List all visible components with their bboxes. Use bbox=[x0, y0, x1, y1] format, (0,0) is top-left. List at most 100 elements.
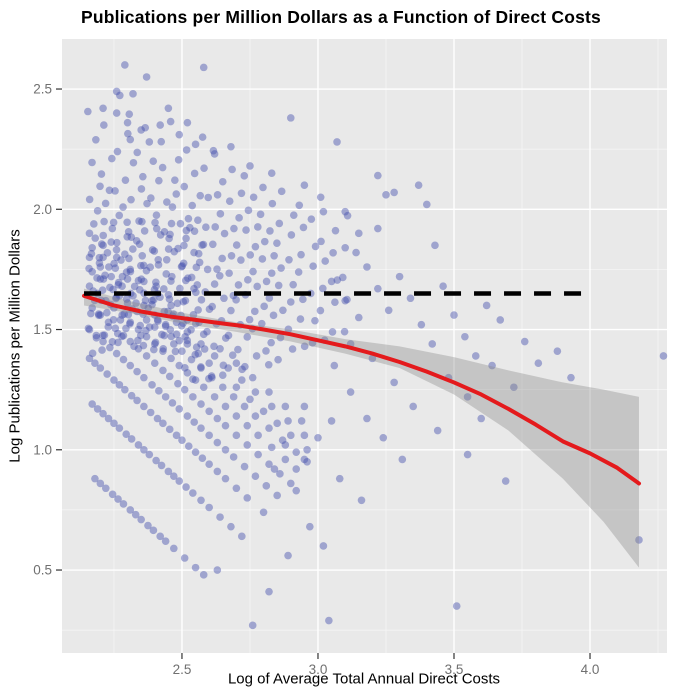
scatter-point bbox=[242, 226, 250, 234]
scatter-point bbox=[118, 272, 127, 281]
scatter-point bbox=[159, 344, 168, 353]
scatter-point bbox=[194, 249, 203, 258]
scatter-point bbox=[237, 189, 246, 198]
scatter-point bbox=[254, 431, 262, 440]
scatter-point bbox=[98, 346, 106, 354]
scatter-point bbox=[319, 542, 328, 550]
scatter-point bbox=[659, 352, 668, 360]
scatter-point bbox=[414, 181, 423, 190]
scatter-point bbox=[288, 345, 297, 353]
scatter-point bbox=[292, 465, 301, 473]
scatter-point bbox=[158, 163, 167, 172]
scatter-point bbox=[183, 336, 192, 345]
scatter-point bbox=[199, 63, 208, 72]
scatter-point bbox=[176, 219, 185, 228]
scatter-point bbox=[167, 219, 176, 228]
scatter-point bbox=[126, 337, 135, 346]
scatter-point bbox=[137, 515, 145, 524]
scatter-point bbox=[221, 474, 230, 483]
scatter-point bbox=[150, 247, 159, 255]
scatter-point bbox=[179, 297, 188, 306]
scatter-point bbox=[520, 337, 529, 346]
scatter-point bbox=[99, 337, 107, 346]
scatter-point bbox=[213, 438, 222, 447]
scatter-point bbox=[129, 245, 137, 253]
scatter-point bbox=[417, 320, 426, 329]
scatter-point bbox=[292, 448, 301, 456]
scatter-point bbox=[165, 425, 174, 434]
scatter-point bbox=[232, 431, 241, 440]
scatter-point bbox=[124, 129, 132, 138]
scatter-point bbox=[115, 381, 124, 389]
scatter-point bbox=[85, 229, 94, 238]
scatter-point bbox=[94, 310, 103, 318]
scatter-point bbox=[155, 387, 163, 395]
scatter-point bbox=[164, 104, 173, 113]
scatter-point bbox=[244, 276, 252, 284]
scatter-point bbox=[213, 414, 222, 423]
scatter-point bbox=[124, 227, 133, 236]
scatter-point bbox=[119, 500, 128, 508]
scatter-point bbox=[99, 253, 107, 262]
scatter-point bbox=[284, 551, 292, 560]
scatter-point bbox=[85, 195, 94, 204]
scatter-point bbox=[125, 110, 134, 118]
scatter-point bbox=[216, 210, 225, 218]
scatter-point bbox=[130, 282, 139, 291]
scatter-point bbox=[164, 467, 173, 476]
scatter-point bbox=[109, 218, 118, 227]
scatter-point bbox=[218, 383, 227, 392]
scatter-point bbox=[303, 458, 311, 466]
scatter-point bbox=[181, 296, 190, 305]
scatter-point bbox=[163, 198, 171, 206]
scatter-point bbox=[88, 243, 96, 252]
scatter-point bbox=[153, 414, 162, 423]
y-tick-label: 2.5 bbox=[33, 82, 52, 97]
scatter-point bbox=[129, 90, 137, 98]
scatter-point bbox=[174, 156, 183, 164]
scatter-point bbox=[104, 414, 113, 423]
scatter-point bbox=[277, 187, 286, 196]
scatter-point bbox=[112, 245, 121, 254]
scatter-point bbox=[199, 330, 208, 339]
scatter-point bbox=[184, 214, 193, 223]
scatter-point bbox=[160, 285, 168, 293]
scatter-point bbox=[138, 217, 146, 226]
scatter-point bbox=[99, 231, 108, 240]
scatter-point bbox=[105, 186, 114, 195]
scatter-point bbox=[251, 388, 260, 396]
scatter-point bbox=[88, 268, 96, 276]
scatter-point bbox=[164, 307, 172, 316]
scatter-point bbox=[210, 393, 219, 401]
chart-title: Publications per Million Dollars as a Fu… bbox=[81, 7, 601, 27]
scatter-point bbox=[276, 333, 285, 342]
scatter-point bbox=[205, 460, 213, 469]
scatter-point bbox=[175, 405, 184, 413]
scatter-point bbox=[154, 261, 163, 269]
scatter-point bbox=[164, 245, 173, 253]
scatter-point bbox=[108, 224, 117, 233]
scatter-point bbox=[191, 376, 200, 384]
scatter-point bbox=[471, 352, 480, 360]
scatter-point bbox=[300, 342, 309, 351]
scatter-point bbox=[129, 158, 138, 167]
scatter-point bbox=[167, 277, 175, 285]
scatter-point bbox=[244, 206, 253, 215]
scatter-point bbox=[142, 266, 151, 275]
scatter-point bbox=[248, 373, 257, 382]
scatter-point bbox=[321, 257, 330, 265]
scatter-point bbox=[314, 433, 322, 442]
scatter-point bbox=[142, 352, 151, 360]
scatter-point bbox=[114, 495, 122, 503]
scatter-point bbox=[190, 418, 199, 426]
scatter-point bbox=[122, 268, 131, 276]
scatter-point bbox=[221, 334, 230, 342]
scatter-point bbox=[167, 354, 175, 363]
scatter-point bbox=[300, 431, 309, 440]
scatter-point bbox=[289, 211, 298, 219]
scatter-point bbox=[109, 315, 118, 324]
scatter-point bbox=[85, 253, 94, 262]
scatter-point bbox=[306, 522, 314, 531]
scatter-point bbox=[112, 87, 121, 96]
scatter-point bbox=[311, 316, 319, 325]
